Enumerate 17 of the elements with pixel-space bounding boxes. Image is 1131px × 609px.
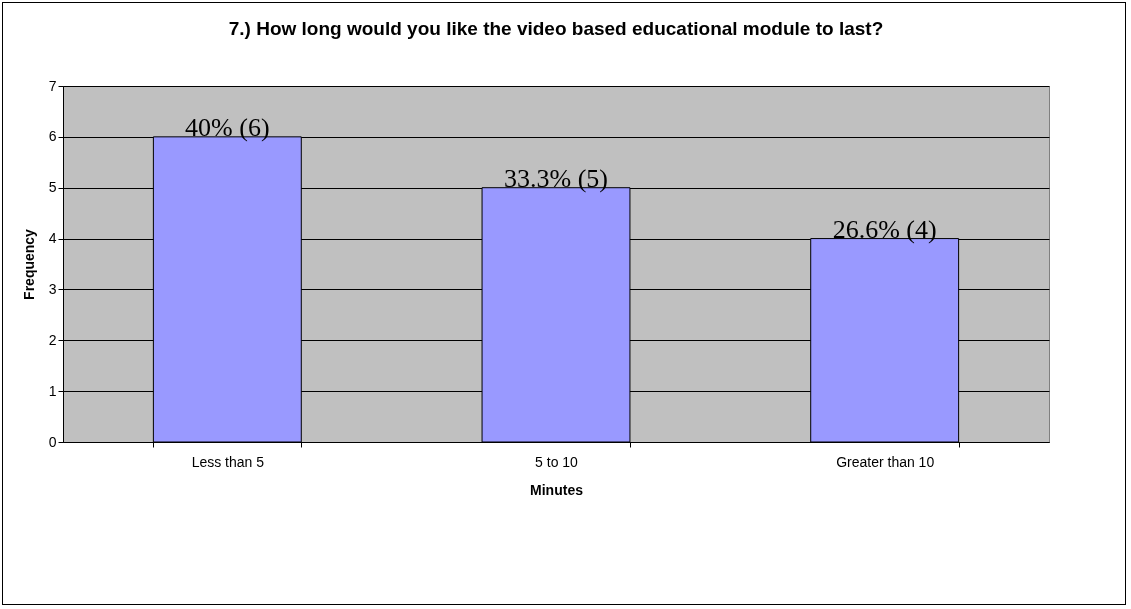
x-tick-label: Less than 5 xyxy=(191,453,265,470)
y-tick-label: 4 xyxy=(48,230,57,247)
y-tick-label: 1 xyxy=(48,382,57,399)
data-label: 26.6% (4) xyxy=(832,214,937,244)
x-axis-title: Minutes xyxy=(530,481,584,498)
x-tick-label: 5 to 10 xyxy=(535,453,579,470)
data-label: 33.3% (5) xyxy=(504,163,608,193)
y-tick-label: 6 xyxy=(48,128,57,145)
y-tick-label: 2 xyxy=(48,331,57,348)
y-tick-label: 5 xyxy=(48,179,57,196)
y-tick-label: 0 xyxy=(48,433,57,450)
chart-title: 7.) How long would you like the video based educational module to last? xyxy=(228,18,884,39)
y-tick-label: 3 xyxy=(48,280,57,297)
y-tick-label: 7 xyxy=(48,77,57,94)
data-label: 40% (6) xyxy=(185,112,270,142)
y-axis-title: Frequency xyxy=(20,228,37,300)
x-tick-label: Greater than 10 xyxy=(836,453,935,470)
